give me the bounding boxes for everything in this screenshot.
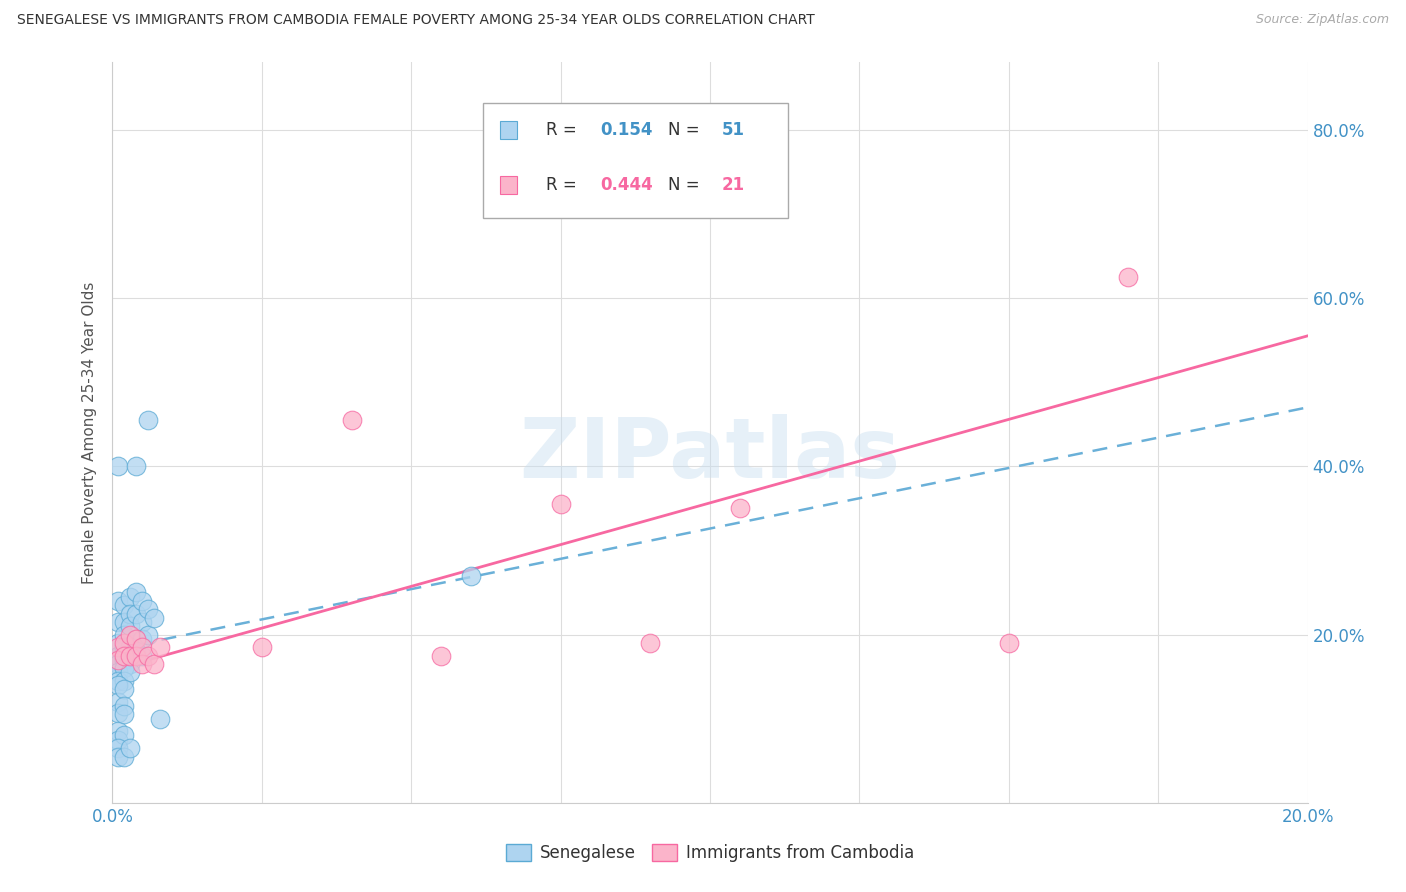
Point bbox=[550, 497, 572, 511]
Point bbox=[114, 682, 135, 697]
Point bbox=[107, 732, 129, 747]
Point bbox=[120, 657, 142, 671]
Point bbox=[125, 648, 148, 663]
FancyBboxPatch shape bbox=[499, 121, 516, 138]
Point bbox=[114, 707, 135, 722]
Point bbox=[114, 627, 135, 641]
Point bbox=[107, 673, 129, 688]
Point bbox=[138, 413, 160, 427]
Point bbox=[107, 594, 129, 608]
Point bbox=[131, 657, 153, 671]
Text: SENEGALESE VS IMMIGRANTS FROM CAMBODIA FEMALE POVERTY AMONG 25-34 YEAR OLDS CORR: SENEGALESE VS IMMIGRANTS FROM CAMBODIA F… bbox=[17, 13, 814, 28]
Point bbox=[125, 644, 148, 658]
Point bbox=[120, 590, 142, 604]
Point bbox=[138, 648, 160, 663]
Point bbox=[149, 640, 172, 655]
Point bbox=[131, 640, 153, 655]
Point bbox=[107, 665, 129, 680]
Y-axis label: Female Poverty Among 25-34 Year Olds: Female Poverty Among 25-34 Year Olds bbox=[82, 282, 97, 583]
Text: Source: ZipAtlas.com: Source: ZipAtlas.com bbox=[1256, 13, 1389, 27]
Point bbox=[114, 653, 135, 667]
Point bbox=[114, 673, 135, 688]
Text: 51: 51 bbox=[723, 120, 745, 139]
Text: N =: N = bbox=[668, 120, 700, 139]
Point bbox=[114, 699, 135, 714]
Point bbox=[107, 636, 129, 650]
Point bbox=[114, 636, 135, 650]
Legend: Senegalese, Immigrants from Cambodia: Senegalese, Immigrants from Cambodia bbox=[499, 837, 921, 869]
Point bbox=[114, 640, 135, 655]
Text: 0.154: 0.154 bbox=[600, 120, 652, 139]
Point bbox=[114, 648, 135, 663]
Point bbox=[107, 640, 129, 655]
Point bbox=[340, 413, 363, 427]
Point bbox=[143, 610, 166, 624]
Point bbox=[138, 602, 160, 616]
Point bbox=[460, 568, 482, 582]
Point bbox=[143, 657, 166, 671]
Point bbox=[107, 648, 129, 663]
Point bbox=[149, 712, 172, 726]
Point bbox=[114, 598, 135, 612]
Point bbox=[131, 594, 153, 608]
Point bbox=[131, 648, 153, 663]
Text: N =: N = bbox=[668, 177, 700, 194]
Point bbox=[125, 632, 148, 646]
Point bbox=[114, 615, 135, 629]
Text: R =: R = bbox=[547, 177, 576, 194]
Point bbox=[114, 749, 135, 764]
Text: 21: 21 bbox=[723, 177, 745, 194]
Point bbox=[728, 501, 751, 516]
Point bbox=[120, 648, 142, 663]
Point bbox=[107, 706, 129, 720]
Point bbox=[138, 627, 160, 641]
Point bbox=[120, 619, 142, 633]
Point bbox=[131, 615, 153, 629]
Point bbox=[107, 459, 129, 474]
Point bbox=[114, 648, 135, 663]
Point bbox=[107, 678, 129, 692]
Point bbox=[120, 741, 142, 756]
Point bbox=[107, 657, 129, 671]
Point bbox=[125, 585, 148, 599]
Point bbox=[120, 665, 142, 680]
Point bbox=[125, 459, 148, 474]
Point bbox=[125, 632, 148, 646]
Point bbox=[1118, 270, 1140, 285]
Point bbox=[120, 627, 142, 641]
Point bbox=[430, 648, 453, 663]
Text: R =: R = bbox=[547, 120, 576, 139]
Point bbox=[107, 695, 129, 709]
Point bbox=[107, 653, 129, 667]
Point bbox=[125, 607, 148, 621]
Point bbox=[640, 636, 662, 650]
Text: 0.444: 0.444 bbox=[600, 177, 652, 194]
FancyBboxPatch shape bbox=[499, 177, 516, 194]
Point bbox=[107, 615, 129, 629]
Point bbox=[120, 640, 142, 655]
Point bbox=[120, 607, 142, 621]
FancyBboxPatch shape bbox=[484, 103, 787, 218]
Point bbox=[250, 640, 273, 655]
Point bbox=[998, 636, 1021, 650]
Point bbox=[107, 741, 129, 756]
Text: ZIPatlas: ZIPatlas bbox=[520, 414, 900, 495]
Point bbox=[114, 661, 135, 675]
Point bbox=[120, 640, 142, 655]
Point bbox=[107, 749, 129, 764]
Point bbox=[114, 729, 135, 743]
Point bbox=[107, 724, 129, 739]
Point bbox=[131, 632, 153, 646]
